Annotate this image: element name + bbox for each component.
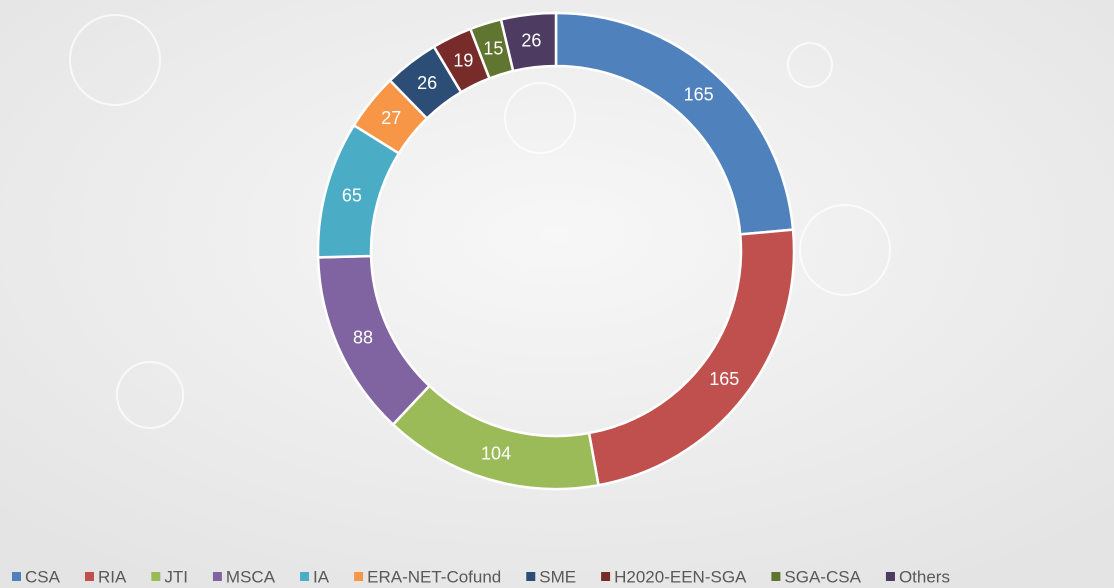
legend-label: MSCA [226, 567, 276, 586]
data-label: 88 [353, 327, 373, 347]
data-label: 165 [684, 85, 714, 105]
legend-swatch [212, 572, 222, 581]
legend-label: JTI [164, 567, 188, 586]
legend-swatch [151, 572, 161, 581]
legend-label: RIA [98, 567, 127, 586]
legend-swatch [885, 572, 895, 581]
legend-swatch [771, 572, 781, 581]
legend-swatch [300, 572, 310, 581]
data-label: 27 [381, 108, 401, 128]
data-label: 19 [453, 51, 473, 71]
legend-label: CSA [25, 567, 61, 586]
decoration [69, 14, 891, 429]
data-label: 65 [342, 185, 362, 205]
legend-swatch [12, 572, 21, 581]
legend-swatch [354, 572, 364, 581]
legend-label: IA [313, 567, 330, 586]
legend-swatch [601, 572, 611, 581]
data-label: 104 [481, 444, 511, 464]
data-label: 26 [521, 31, 541, 51]
data-label: 26 [417, 73, 437, 93]
legend-label: ERA-NET-Cofund [367, 567, 501, 586]
legend-swatch [84, 572, 94, 581]
legend-label: H2020-EEN-SGA [614, 567, 747, 586]
data-label: 165 [709, 369, 739, 389]
legend-label: Others [899, 567, 950, 586]
donut-segment [499, 11, 558, 73]
data-label: 15 [483, 39, 503, 59]
legend-label: SGA-CSA [784, 567, 861, 586]
legend-swatch [526, 572, 536, 581]
legend-label: SME [539, 567, 576, 586]
